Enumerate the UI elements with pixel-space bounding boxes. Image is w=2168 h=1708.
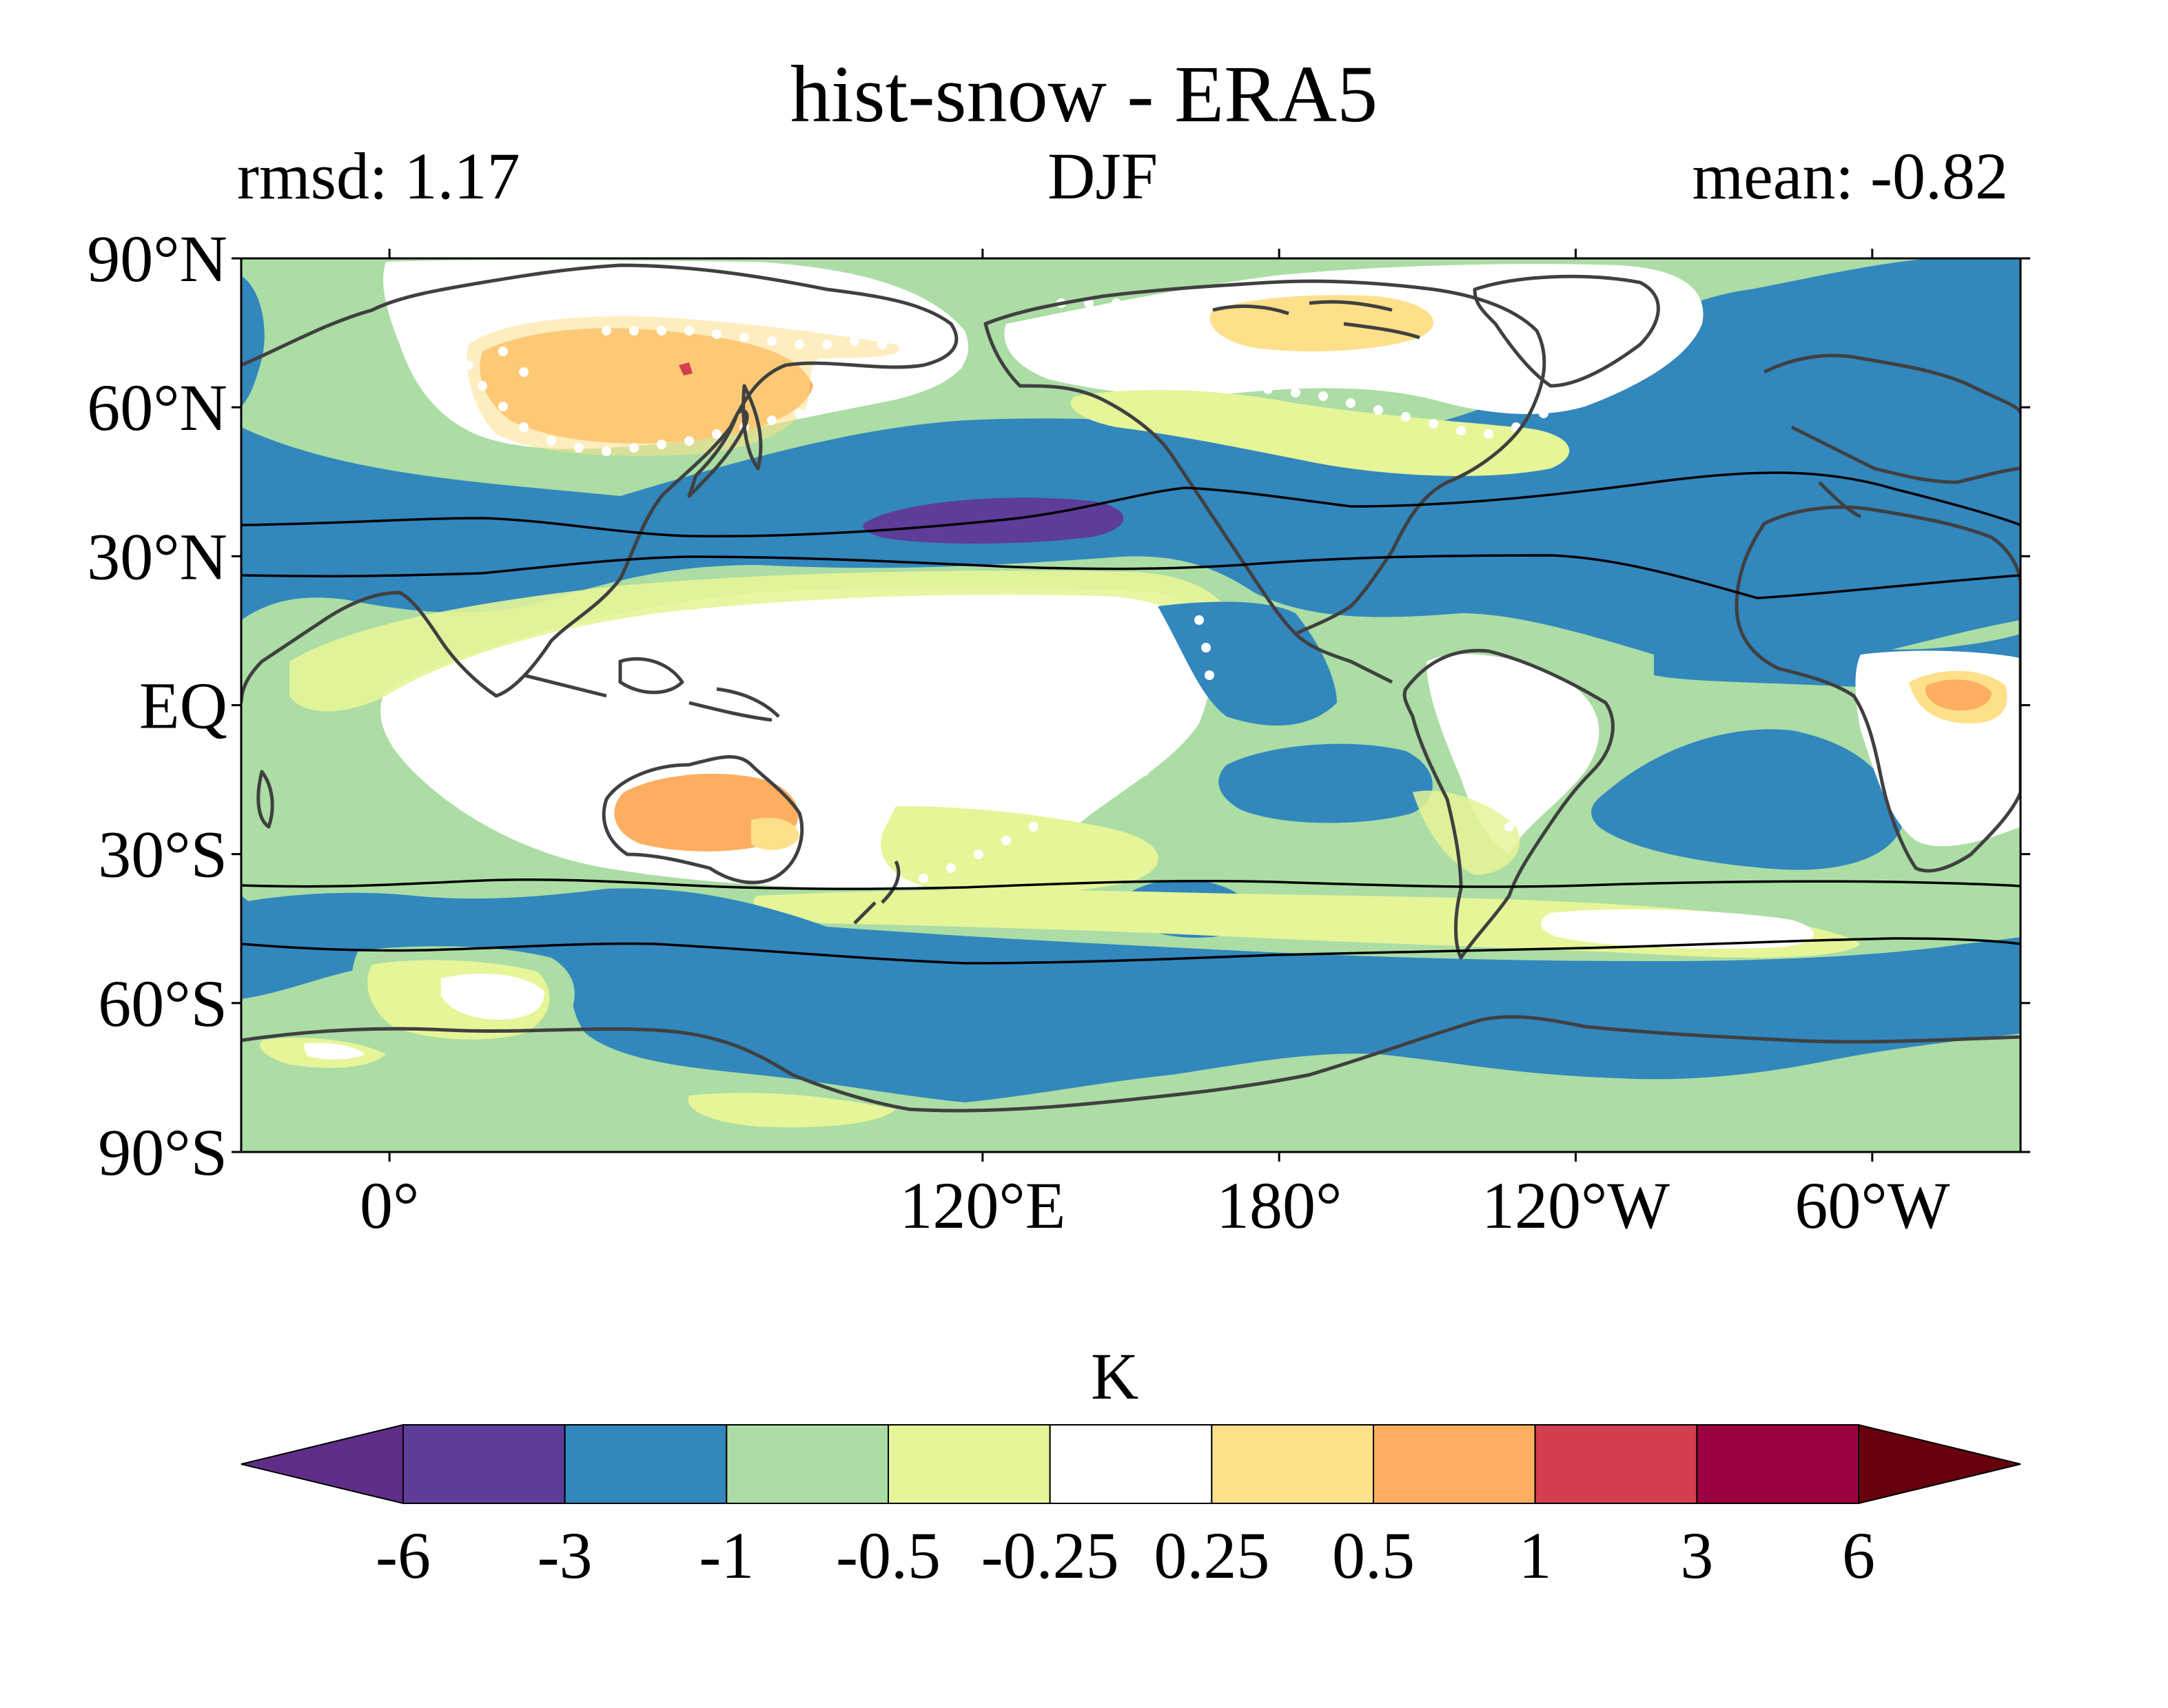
lon-tick-label: 120°E bbox=[899, 1169, 1065, 1242]
colorbar-tick-label: -6 bbox=[376, 1519, 431, 1592]
mean-label: mean: -0.82 bbox=[1692, 139, 2008, 213]
northern-negative-band bbox=[241, 258, 2021, 668]
colorbar-extend-high bbox=[1858, 1423, 2021, 1505]
lon-tick-label: 120°W bbox=[1482, 1169, 1670, 1242]
colorbar-tick-label: 6 bbox=[1842, 1519, 1875, 1592]
southeast-pacific-negative-region bbox=[1218, 743, 1433, 823]
lat-tick-label: 30°N bbox=[87, 519, 227, 593]
colorbar-cell bbox=[1211, 1424, 1375, 1504]
central-america-coast bbox=[1294, 632, 1393, 684]
map-title: hist-snow - ERA5 bbox=[790, 49, 1378, 139]
season-label: DJF bbox=[1047, 139, 1158, 213]
south-america-slight-negative-rim bbox=[1413, 790, 1520, 875]
colorbar-extend-low bbox=[241, 1423, 404, 1505]
indian-ocean-south-near-zero-region bbox=[441, 973, 544, 1020]
lon-tick-label: 60°W bbox=[1794, 1169, 1950, 1242]
africa-coast bbox=[1735, 505, 2021, 873]
west-indian-ocean-negative-region bbox=[241, 276, 265, 407]
significance-stippling bbox=[402, 285, 1673, 887]
new-zealand-coast bbox=[853, 860, 901, 925]
lat-tick-label: 60°N bbox=[87, 371, 227, 444]
colorbar-tick-label: 1 bbox=[1519, 1519, 1552, 1592]
colorbar-tick-label: -0.25 bbox=[981, 1519, 1119, 1592]
jet-line-nh-north bbox=[241, 471, 2021, 538]
south-america-coast bbox=[1402, 648, 1615, 960]
greenland-coast bbox=[1473, 274, 1660, 388]
antarctic-slight-negative-band bbox=[688, 1093, 896, 1128]
north-america-coast bbox=[983, 279, 1546, 636]
jet-line-sh-north bbox=[241, 878, 2021, 890]
lon-tick-label: 0° bbox=[360, 1169, 419, 1242]
lon-tick-label: 180° bbox=[1216, 1169, 1342, 1242]
colorbar-cell bbox=[888, 1424, 1051, 1504]
colorbar: -6 -3 -1 -0.5 -0.25 0.25 0.5 1 3 6 bbox=[241, 1423, 2021, 1592]
canada-slight-negative-region bbox=[1070, 389, 1570, 476]
canadian-archipelago-coast bbox=[1212, 300, 1420, 340]
longitude-axis: 120°E 180° 120°W 60°W 0° bbox=[360, 249, 1950, 1242]
lat-tick-label: 90°S bbox=[98, 1115, 227, 1189]
colorbar-cell bbox=[1696, 1424, 1859, 1504]
southwest-indian-ocean-negative-region bbox=[241, 896, 289, 992]
colorbar-tick-label: 0.25 bbox=[1154, 1519, 1269, 1592]
jet-line-sh-south bbox=[241, 937, 2021, 965]
latitude-axis: 90°N 60°N 30°N EQ 30°S 60°S 90°S bbox=[87, 222, 2030, 1189]
lat-tick-label: 60°S bbox=[98, 967, 227, 1040]
japan-coast bbox=[687, 409, 749, 498]
colorbar-tick-label: 0.5 bbox=[1332, 1519, 1415, 1592]
lat-tick-label: 30°S bbox=[98, 818, 227, 892]
southern-ocean-negative-band bbox=[241, 888, 2021, 1102]
madagascar-coast bbox=[256, 770, 274, 829]
colorbar-cell bbox=[726, 1424, 890, 1504]
africa-positive-region bbox=[1925, 679, 1992, 711]
coastlines bbox=[241, 263, 2021, 1113]
south-atlantic-near-zero-strip bbox=[1541, 909, 1814, 949]
jet-position-lines bbox=[241, 471, 2021, 965]
colorbar-tick-label: -1 bbox=[699, 1519, 754, 1592]
antarctic-near-zero-spot bbox=[303, 1042, 365, 1060]
south-america-near-zero-region bbox=[1426, 654, 1599, 854]
europe-coast bbox=[1763, 353, 2021, 519]
colorbar-cell bbox=[564, 1424, 728, 1504]
australia-slight-positive-region bbox=[751, 817, 799, 850]
south-atlantic-negative-region bbox=[1591, 729, 1902, 870]
lat-tick-label: EQ bbox=[139, 669, 227, 743]
colorbar-tick-label: -0.5 bbox=[836, 1519, 941, 1592]
colorbar-tick-label: -3 bbox=[538, 1519, 593, 1592]
siberia-slight-positive-rim bbox=[467, 316, 900, 456]
colorbar-tick-label: 3 bbox=[1680, 1519, 1713, 1592]
kamchatka-coast bbox=[742, 384, 763, 471]
colorbar-cell bbox=[402, 1424, 566, 1504]
anomaly-map bbox=[241, 258, 2021, 1152]
indonesia-coast bbox=[523, 657, 780, 722]
antarctica-coast bbox=[241, 1015, 2021, 1113]
colorbar-cell bbox=[1534, 1424, 1698, 1504]
colorbar-cell bbox=[1373, 1424, 1536, 1504]
tropical-pacific-slight-negative-rim bbox=[289, 570, 1238, 712]
colorbar-cell bbox=[1049, 1424, 1213, 1504]
australia-coast bbox=[602, 755, 804, 885]
colorbar-units-label: K bbox=[1091, 1339, 1139, 1413]
jet-line-nh-south bbox=[241, 554, 2021, 599]
rmsd-label: rmsd: 1.17 bbox=[237, 139, 520, 213]
lat-tick-label: 90°N bbox=[87, 222, 227, 296]
siberia-strong-positive-spot bbox=[679, 362, 693, 375]
